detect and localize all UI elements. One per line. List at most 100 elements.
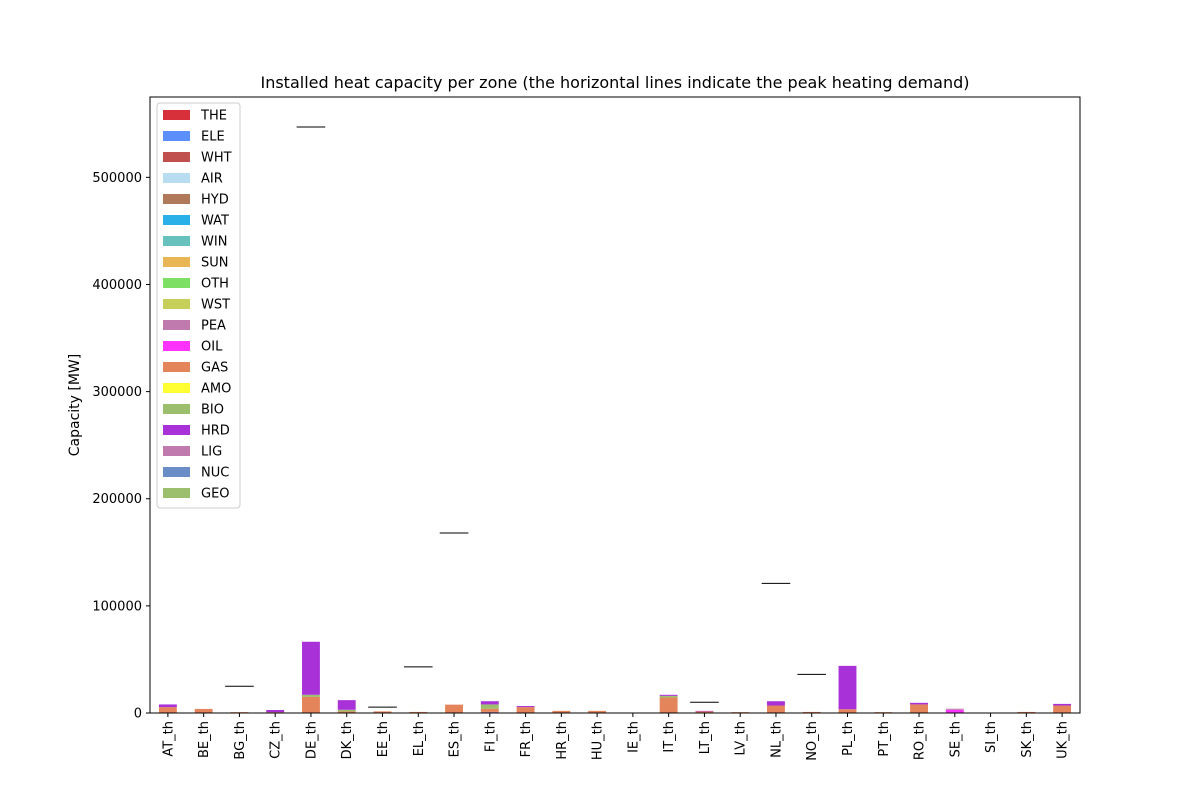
bar-segment-DK_th-BIO [337, 709, 356, 712]
y-tick-label: 0 [134, 707, 142, 722]
y-tick-label: 300000 [92, 385, 142, 400]
bar-segment-UK_th-GAS [1053, 705, 1072, 713]
legend-label-HYD: HYD [201, 193, 229, 208]
legend-label-AIR: AIR [201, 172, 223, 187]
legend-label-SUN: SUN [201, 256, 229, 271]
legend-swatch-BIO [163, 404, 190, 414]
x-tick-label: DK_th [340, 721, 355, 759]
x-tick-label: FI_th [483, 721, 498, 752]
legend-swatch-ELE [163, 131, 190, 141]
bar-segment-RO_th-HRD [910, 702, 928, 705]
x-tick-label: PT_th [877, 721, 892, 757]
legend-swatch-SUN [163, 257, 190, 267]
legend-label-GAS: GAS [201, 361, 228, 376]
legend-swatch-OIL [163, 341, 190, 351]
legend-label-THE: THE [200, 109, 227, 124]
legend-swatch-HRD [163, 425, 190, 435]
legend-swatch-LIG [163, 446, 190, 456]
x-tick-label: SE_th [948, 721, 963, 757]
x-tick-label: SI_th [984, 721, 999, 753]
bar-segment-FI_th-BIO [480, 704, 499, 709]
x-tick-label: FR_th [519, 721, 534, 757]
legend-label-WAT: WAT [201, 214, 229, 229]
legend-swatch-WST [163, 299, 190, 309]
bar-segment-IT_th-HRD [659, 694, 678, 696]
legend-label-LIG: LIG [201, 445, 222, 460]
x-tick-label: HR_th [555, 721, 570, 760]
x-tick-label: AT_th [161, 721, 176, 757]
x-tick-label: CZ_th [269, 721, 284, 759]
legend-label-AMO: AMO [201, 382, 231, 397]
legend-label-OTH: OTH [201, 277, 229, 292]
x-tick-label: EE_th [376, 721, 391, 757]
bar-segment-ES_th-GAS [445, 704, 463, 713]
bar-segment-NO_th-GAS [802, 711, 821, 713]
plot-frame [149, 96, 1081, 714]
bar-segment-HU_th-GAS [588, 710, 607, 713]
bar-segment-FI_th-PEA [480, 711, 499, 713]
x-tick-label: PL_th [841, 721, 856, 756]
bar-segment-SE_th-LIG [945, 708, 964, 710]
bar-segment-FR_th-HRD [516, 706, 535, 708]
legend: THE ELE WHT AIR HYD WAT WIN SUN OTH WST PEA OIL GAS A… [156, 102, 241, 509]
legend-swatch-THE [163, 110, 190, 120]
x-tick-label: BE_th [197, 721, 212, 758]
bar-segment-IT_th-GAS [659, 697, 678, 713]
x-tick-label: HU_th [591, 721, 606, 760]
bar-segment-FI_th-HRD [480, 701, 499, 705]
bar-segment-PL_th-GAS [838, 709, 857, 713]
legend-swatch-WIN [163, 236, 190, 246]
legend-label-BIO: BIO [201, 403, 224, 418]
bar-segment-LT_th-HRD [695, 710, 714, 712]
legend-label-ELE: ELE [201, 130, 225, 145]
bar-segment-DK_th-HRD [337, 700, 356, 710]
bar-segment-SE_th-OIL [945, 709, 964, 713]
bar-segment-AT_th-GAS [158, 707, 177, 713]
legend-label-PEA: PEA [201, 319, 226, 334]
legend-swatch-AMO [163, 383, 190, 393]
legend-swatch-HYD [163, 194, 190, 204]
bar-segment-FI_th-GAS [480, 708, 499, 712]
bar-segment-CZ_th-HRD [266, 710, 285, 713]
y-axis: 0 100000 200000 300000 400000 500000 [92, 171, 150, 722]
legend-label-OIL: OIL [201, 340, 223, 355]
bar-segment-NL_th-GAS [767, 705, 785, 713]
x-tick-label: DE_th [304, 721, 319, 759]
legend-swatch-GAS [163, 362, 190, 372]
bar-segment-UK_th-HRD [1053, 703, 1072, 706]
legend-swatch-WAT [163, 215, 190, 225]
x-tick-label: NL_th [769, 721, 784, 758]
x-tick-label: LT_th [698, 721, 713, 754]
bar-segment-LT_th-GAS [695, 711, 714, 713]
bar-segment-NL_th-HRD [767, 701, 785, 706]
x-axis: AT_th BE_th BG_th CZ_th DE_th DK_th EE_th EL_th… [161, 713, 1071, 761]
chart-title: Installed heat capacity per zone (the ho… [260, 73, 969, 92]
bar-segment-AT_th-HRD [158, 704, 177, 708]
y-axis-label: Capacity [MW] [67, 354, 83, 456]
bar-segment-DE_th-GAS [302, 696, 320, 713]
bar-segment-EE_th-GAS [373, 711, 392, 713]
x-tick-label: IE_th [626, 721, 641, 753]
bar-segment-BE_th-GAS [194, 708, 213, 713]
bar-segment-SK_th-GAS [1017, 711, 1036, 713]
bar-segment-DK_th-GAS [337, 711, 356, 713]
y-tick-label: 400000 [92, 278, 142, 293]
bars-layer [158, 641, 1072, 714]
legend-swatch-WHT [163, 152, 190, 162]
legend-label-GEO: GEO [201, 487, 230, 502]
y-tick-label: 200000 [92, 492, 142, 507]
legend-swatch-OTH [163, 278, 190, 288]
legend-label-WHT: WHT [201, 151, 232, 166]
x-tick-label: NO_th [805, 721, 820, 761]
legend-swatch-PEA [163, 320, 190, 330]
y-tick-label: 500000 [92, 171, 142, 186]
x-tick-label: ES_th [448, 721, 463, 757]
bar-segment-RO_th-GAS [910, 704, 928, 713]
x-tick-label: SK_th [1020, 721, 1035, 758]
legend-label-NUC: NUC [201, 466, 229, 481]
y-tick-label: 100000 [92, 599, 142, 614]
bar-segment-DE_th-BIO [302, 694, 320, 697]
legend-swatch-GEO [163, 488, 190, 498]
